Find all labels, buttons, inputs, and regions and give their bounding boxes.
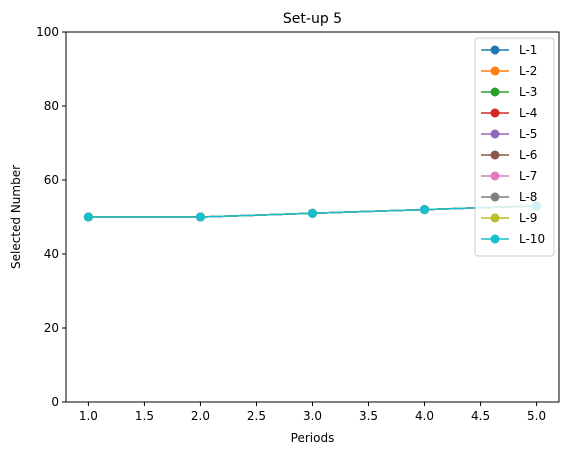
legend-marker-L-10 bbox=[490, 234, 500, 244]
legend-label-L-4: L-4 bbox=[519, 106, 537, 120]
x-tick-label: 3.5 bbox=[359, 409, 378, 423]
legend-marker-L-2 bbox=[490, 66, 500, 76]
y-tick-label: 80 bbox=[44, 99, 59, 113]
x-tick-label: 2.0 bbox=[191, 409, 210, 423]
legend-label-L-7: L-7 bbox=[519, 169, 537, 183]
legend-marker-L-1 bbox=[490, 45, 500, 55]
legend-label-L-5: L-5 bbox=[519, 127, 537, 141]
y-tick-label: 20 bbox=[44, 321, 59, 335]
legend-label-L-8: L-8 bbox=[519, 190, 537, 204]
legend: L-1 L-2 L-3 L-4 L-5 L-6 L-7 L-8 L-9 L-10 bbox=[474, 37, 555, 257]
x-tick-label: 5.0 bbox=[527, 409, 546, 423]
legend-marker-L-4 bbox=[490, 108, 500, 118]
legend-label-L-10: L-10 bbox=[519, 232, 545, 246]
legend-marker-L-7 bbox=[490, 171, 500, 181]
data-point-L-10 bbox=[420, 205, 430, 215]
legend-label-L-3: L-3 bbox=[519, 85, 537, 99]
legend-label-L-6: L-6 bbox=[519, 148, 537, 162]
x-tick-label: 1.5 bbox=[135, 409, 154, 423]
y-axis-ticks: 0 20 40 60 80 100 bbox=[36, 25, 66, 409]
x-tick-label: 3.0 bbox=[303, 409, 322, 423]
y-axis-label: Selected Number bbox=[9, 165, 23, 269]
legend-label-L-2: L-2 bbox=[519, 64, 537, 78]
legend-marker-L-6 bbox=[490, 150, 500, 160]
legend-marker-L-5 bbox=[490, 129, 500, 139]
y-tick-label: 60 bbox=[44, 173, 59, 187]
chart-title: Set-up 5 bbox=[283, 11, 342, 27]
x-axis-ticks: 1.0 1.5 2.0 2.5 3.0 3.5 4.0 4.5 5.0 bbox=[79, 402, 546, 423]
legend-marker-L-3 bbox=[490, 87, 500, 97]
x-tick-label: 2.5 bbox=[247, 409, 266, 423]
x-tick-label: 4.5 bbox=[471, 409, 490, 423]
x-axis-label: Periods bbox=[291, 431, 335, 445]
y-tick-label: 0 bbox=[51, 395, 59, 409]
data-point-L-10 bbox=[83, 212, 93, 222]
data-point-L-10 bbox=[308, 208, 317, 218]
x-tick-label: 4.0 bbox=[415, 409, 434, 423]
legend-label-L-1: L-1 bbox=[519, 43, 537, 57]
legend-label-L-9: L-9 bbox=[519, 211, 537, 225]
data-point-L-10 bbox=[195, 212, 205, 222]
x-tick-label: 1.0 bbox=[79, 409, 98, 423]
legend-marker-L-9 bbox=[490, 213, 500, 223]
y-tick-label: 40 bbox=[44, 247, 59, 261]
y-tick-label: 100 bbox=[36, 25, 59, 39]
legend-marker-L-8 bbox=[490, 192, 500, 202]
